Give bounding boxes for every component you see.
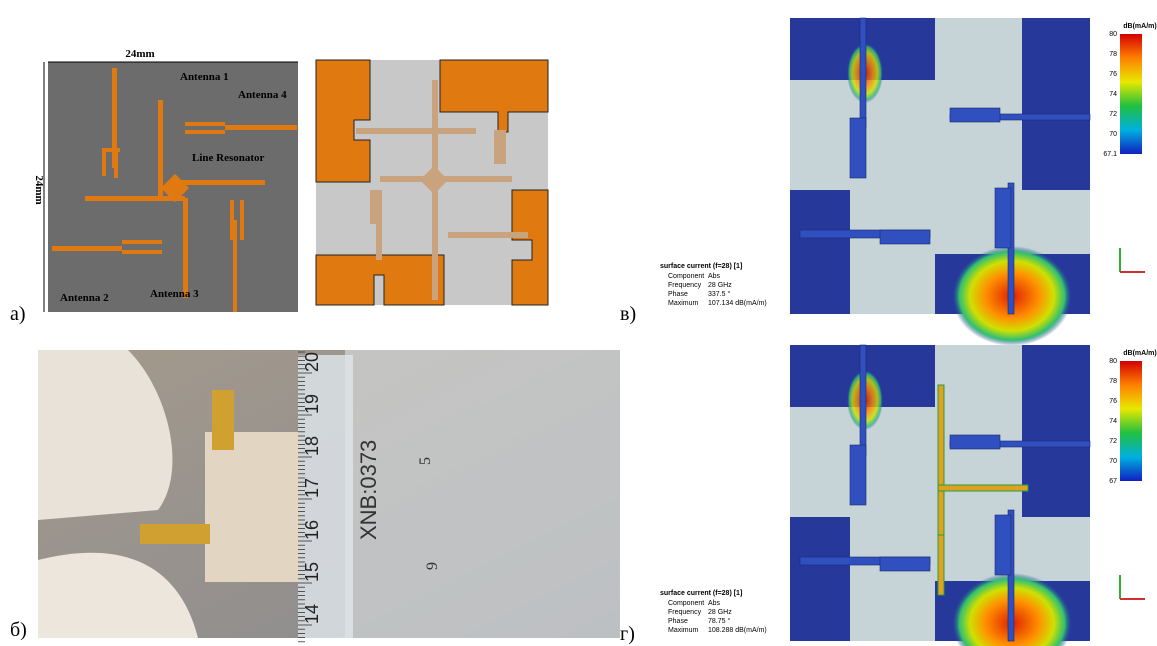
panel-label: а) (10, 303, 26, 325)
board (205, 432, 300, 582)
panel-label: г) (620, 623, 635, 645)
colorbar-tick-label: 80 (1109, 31, 1117, 38)
page: 24mm 24mm Antenna 1 Antenna 4 Line Reson… (0, 0, 1157, 646)
info-cell: Maximum (668, 627, 699, 634)
info-cell: Abs (708, 600, 721, 607)
low-field (790, 190, 850, 314)
colorbar-tick-label: 74 (1109, 91, 1117, 98)
figure: 24mm 24mm Antenna 1 Antenna 4 Line Reson… (0, 0, 1157, 646)
trace (938, 535, 944, 595)
simulation-panel: dB(mA/m) 80 78 76 74 72 70 67 surface current (f… (660, 345, 1157, 646)
colorbar-tick-label: 67 (1109, 478, 1117, 485)
colorbar-tick-label: 70 (1109, 131, 1117, 138)
panel-label: б) (10, 619, 27, 641)
info-cell: Phase (668, 291, 688, 298)
info-cell: Frequency (668, 609, 702, 616)
info-cell: 28 GHz (708, 609, 732, 616)
panel-label: в) (620, 303, 636, 325)
annotation: Antenna 2 (60, 292, 109, 304)
panel-a: 24mm 24mm Antenna 1 Antenna 4 Line Reson… (10, 48, 548, 325)
colorbar-tick-label: 70 (1109, 458, 1117, 465)
width-label: 24mm (125, 48, 154, 60)
annotation: Antenna 1 (180, 71, 229, 83)
info-cell: 108.288 dB(mA/m) (708, 627, 767, 634)
colorbar-tick-label: 72 (1109, 438, 1117, 445)
trace (995, 188, 1011, 248)
low-field (1022, 345, 1090, 517)
colorbar-tick-label: 76 (1109, 398, 1117, 405)
trace (950, 435, 1000, 449)
colorbar-tick-label: 72 (1109, 111, 1117, 118)
info-cell: 337.5 ° (708, 290, 730, 298)
colorbar-tick-label: 78 (1109, 378, 1117, 385)
info-cell: Abs (708, 273, 721, 280)
connector (212, 390, 234, 450)
trace (860, 18, 866, 128)
info-cell: Component (668, 600, 704, 607)
trace (860, 345, 866, 455)
annotation: Antenna 3 (150, 288, 199, 300)
simulation-panel: dB(mA/m) 80 78 76 74 72 70 67.1 surface current … (660, 18, 1157, 346)
connector (140, 524, 210, 544)
colorbar-tick-label: 76 (1109, 71, 1117, 78)
trace (880, 230, 930, 244)
trace (850, 445, 866, 505)
scale-mark: 5 (417, 457, 434, 465)
height-label: 24mm (33, 175, 45, 204)
annotation: Line Resonator (192, 152, 265, 164)
trace (938, 485, 1028, 491)
ruler (345, 350, 620, 638)
info-title: surface current (f=28) [1] (660, 590, 742, 597)
colorbar-unit: dB(mA/m) (1123, 23, 1156, 30)
info-cell: Maximum (668, 300, 699, 307)
ruler-text: XNB:0373 (356, 440, 381, 540)
trace (950, 108, 1000, 122)
low-field (790, 517, 850, 641)
info-cell: 28 GHz (708, 282, 732, 289)
info-cell: Component (668, 273, 704, 280)
info-title: surface current (f=28) [1] (660, 263, 742, 270)
colorbar-unit: dB(mA/m) (1123, 350, 1156, 357)
info-cell: 107.134 dB(mA/m) (708, 300, 767, 307)
trace (850, 118, 866, 178)
trace (880, 557, 930, 571)
annotation: Antenna 4 (238, 89, 287, 101)
colorbar (1120, 34, 1142, 154)
colorbar (1120, 361, 1142, 481)
info-cell: Phase (668, 618, 688, 625)
trace (995, 515, 1011, 575)
colorbar-tick-label: 78 (1109, 51, 1117, 58)
info-cell: 78.75 ° (708, 617, 730, 625)
colorbar-tick-label: 80 (1109, 358, 1117, 365)
info-cell: Frequency (668, 282, 702, 289)
colorbar-tick-label: 67.1 (1103, 151, 1117, 158)
scale-mark: 9 (424, 562, 441, 570)
colorbar-tick-label: 74 (1109, 418, 1117, 425)
trace (938, 385, 944, 535)
low-field (1022, 18, 1090, 190)
